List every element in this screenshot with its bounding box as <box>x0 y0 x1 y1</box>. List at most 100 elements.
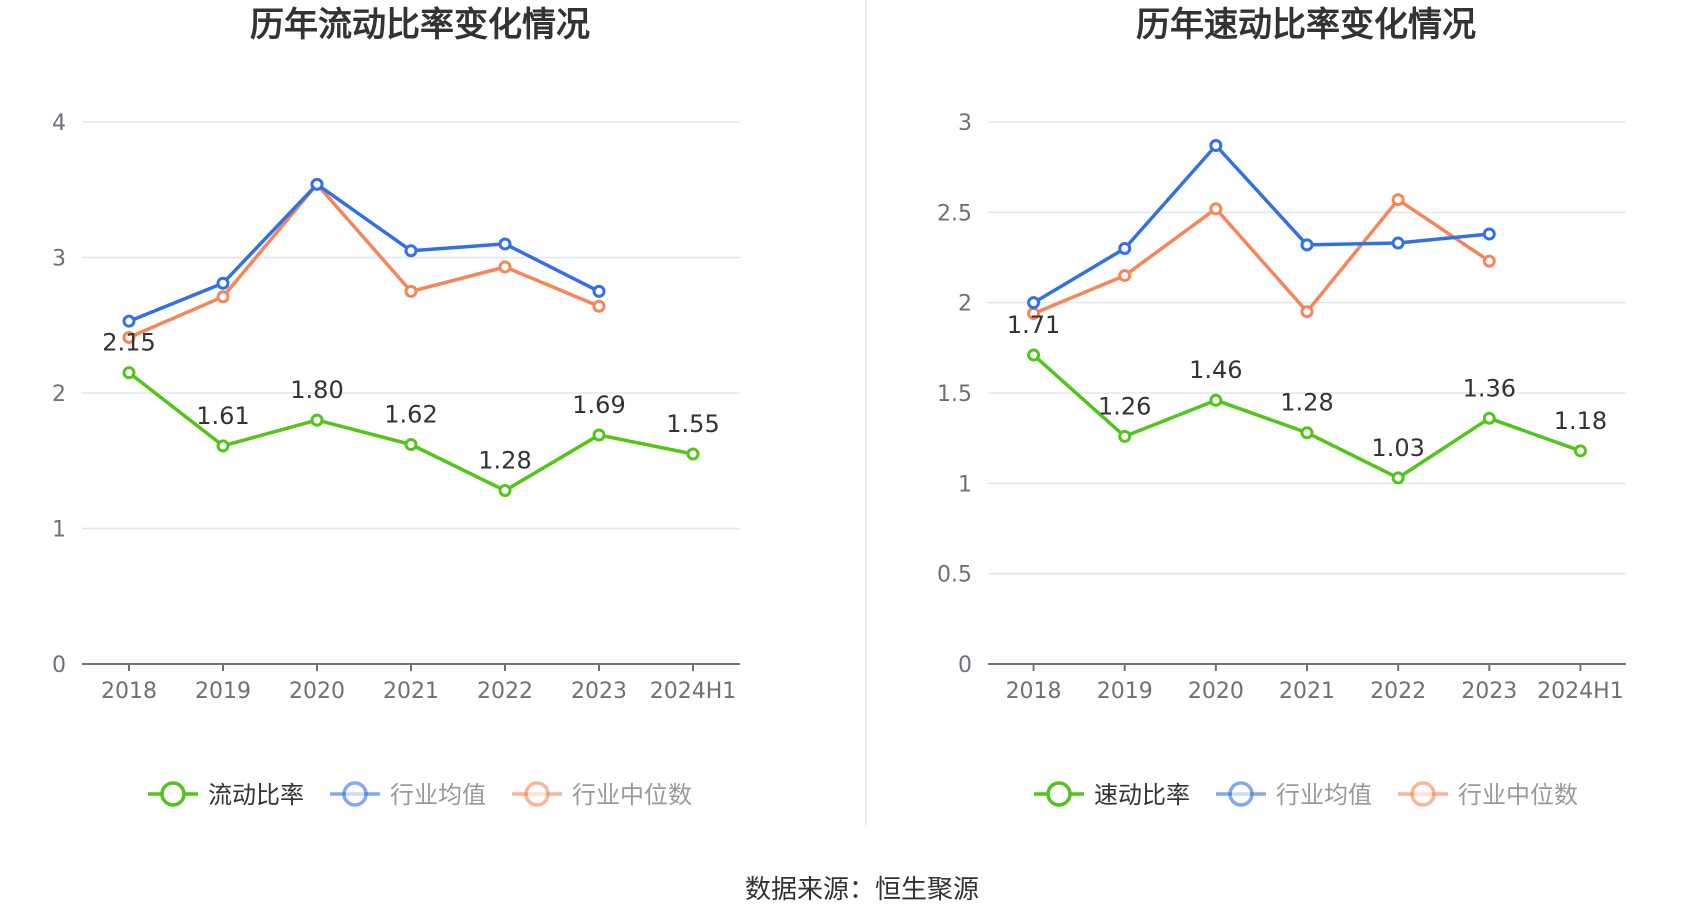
series-line <box>128 182 600 340</box>
x-tick-label: 2020 <box>1188 679 1244 704</box>
data-point <box>122 366 136 380</box>
y-tick-label: 1.5 <box>937 382 972 407</box>
y-tick-label: 2 <box>52 382 66 407</box>
series-2 <box>1027 138 1496 310</box>
legend-item-2[interactable]: 行业均值 <box>1216 781 1372 809</box>
legend-circle-icon <box>524 781 550 807</box>
y-tick-label: 2.5 <box>937 201 972 226</box>
data-label: 1.62 <box>384 400 437 428</box>
data-label: 1.18 <box>1554 407 1607 435</box>
legend-label: 行业中位数 <box>1458 781 1578 809</box>
data-point <box>404 244 418 258</box>
legend-circle-icon <box>342 781 368 807</box>
data-label: 1.36 <box>1463 374 1516 402</box>
data-point <box>1118 241 1132 255</box>
data-point <box>404 437 418 451</box>
series-line <box>128 182 600 323</box>
x-tick-label: 2018 <box>1006 679 1062 704</box>
data-point <box>592 299 606 313</box>
data-point <box>1300 238 1314 252</box>
series-line <box>1032 197 1491 316</box>
data-point <box>1118 429 1132 443</box>
legend-item-1[interactable]: 速动比率 <box>1034 781 1190 809</box>
data-label: 1.61 <box>196 402 249 430</box>
data-label: 2.15 <box>102 329 155 357</box>
y-tick-label: 1 <box>958 472 972 497</box>
y-tick-label: 3 <box>958 111 972 136</box>
legend-label: 行业中位数 <box>572 781 692 809</box>
series-1: 1.71 1.26 1.46 1.28 1.03 1.36 1.18 <box>1007 311 1607 485</box>
y-tick-label: 0 <box>958 653 972 678</box>
data-label: 1.26 <box>1098 392 1151 420</box>
data-point <box>122 330 136 344</box>
legend: 流动比率 行业均值 行业中位数 <box>148 781 692 809</box>
data-point <box>1209 202 1223 216</box>
legend-label: 行业均值 <box>390 781 486 809</box>
data-point <box>498 237 512 251</box>
data-point <box>1391 193 1405 207</box>
data-point <box>216 439 230 453</box>
data-point <box>1209 393 1223 407</box>
data-label: 1.55 <box>666 410 719 438</box>
x-tick-label: 2024H1 <box>650 679 737 704</box>
data-point <box>498 484 512 498</box>
data-point <box>1573 444 1587 458</box>
data-point <box>404 284 418 298</box>
x-tick-label: 2023 <box>1461 679 1517 704</box>
legend-label: 速动比率 <box>1094 781 1190 809</box>
series-2 <box>122 177 606 328</box>
chart-title: 历年速动比率变化情况 <box>1136 5 1476 45</box>
x-tick-label: 2021 <box>1279 679 1335 704</box>
data-point <box>310 177 324 191</box>
data-point <box>1300 426 1314 440</box>
data-label: 1.28 <box>478 447 531 475</box>
legend-item-1[interactable]: 流动比率 <box>148 781 304 809</box>
series-3 <box>1027 193 1496 321</box>
x-tick-label: 2018 <box>101 679 157 704</box>
legend-circle-icon <box>160 781 186 807</box>
data-point <box>216 290 230 304</box>
series-1: 2.15 1.61 1.80 1.62 1.28 1.69 1.55 <box>102 329 720 498</box>
y-tick-label: 2 <box>958 292 972 317</box>
data-point <box>122 314 136 328</box>
x-tick-label: 2021 <box>383 679 439 704</box>
data-point <box>1027 348 1041 362</box>
legend-label: 流动比率 <box>208 781 304 809</box>
data-label: 1.69 <box>572 391 625 419</box>
legend-item-3[interactable]: 行业中位数 <box>1398 781 1578 809</box>
data-source-label: 数据来源：恒生聚源 <box>745 875 979 905</box>
data-point <box>1027 296 1041 310</box>
series-line <box>1032 143 1490 305</box>
y-tick-label: 1 <box>52 518 66 543</box>
data-point <box>1482 411 1496 425</box>
chart-2: 历年速动比率变化情况 0 0.5 1 1.5 2 2.5 3 2018 2019 2020 2021 2… <box>937 5 1626 809</box>
x-tick-label: 2019 <box>195 679 251 704</box>
data-point <box>310 413 324 427</box>
legend-circle-icon <box>1410 781 1436 807</box>
x-tick-label: 2019 <box>1097 679 1153 704</box>
data-label: 1.80 <box>290 376 343 404</box>
data-point <box>592 284 606 298</box>
data-point <box>1391 471 1405 485</box>
x-tick-label: 2022 <box>477 679 533 704</box>
data-point <box>686 447 700 461</box>
x-tick-label: 2022 <box>1370 679 1426 704</box>
y-tick-label: 0 <box>52 653 66 678</box>
data-point <box>1300 305 1314 319</box>
legend-item-3[interactable]: 行业中位数 <box>512 781 692 809</box>
data-label: 1.03 <box>1371 434 1424 462</box>
chart-title: 历年流动比率变化情况 <box>250 5 590 45</box>
y-tick-label: 0.5 <box>937 563 972 588</box>
data-point <box>1118 269 1132 283</box>
y-tick-label: 4 <box>52 111 66 136</box>
data-label: 1.28 <box>1280 389 1333 417</box>
series-3 <box>122 177 606 344</box>
data-point <box>1482 254 1496 268</box>
x-tick-label: 2023 <box>571 679 627 704</box>
data-point <box>592 428 606 442</box>
legend-item-2[interactable]: 行业均值 <box>330 781 486 809</box>
data-point <box>216 276 230 290</box>
legend-circle-icon <box>1228 781 1254 807</box>
legend: 速动比率 行业均值 行业中位数 <box>1034 781 1578 809</box>
